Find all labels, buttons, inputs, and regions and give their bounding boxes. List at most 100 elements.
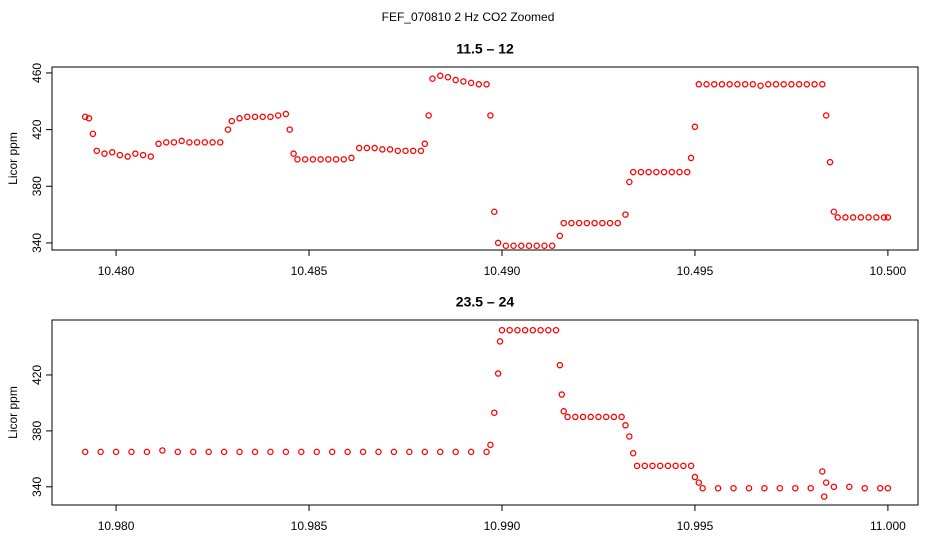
- point: [162, 139, 170, 146]
- y-axis-label: Licor ppm: [6, 132, 20, 185]
- point: [294, 156, 301, 163]
- point: [81, 113, 89, 121]
- point: [170, 139, 178, 146]
- point: [703, 81, 710, 88]
- plot-frame: [51, 66, 919, 251]
- point: [467, 79, 475, 87]
- y-tick-label: 380: [30, 421, 44, 441]
- point: [309, 156, 317, 163]
- point: [502, 242, 510, 250]
- point: [556, 361, 564, 369]
- point: [332, 156, 340, 163]
- point: [819, 81, 826, 88]
- point: [575, 219, 583, 227]
- point: [444, 73, 452, 81]
- point: [409, 147, 417, 155]
- point: [822, 479, 830, 486]
- point: [826, 158, 834, 166]
- point: [112, 448, 120, 456]
- point: [757, 82, 764, 89]
- point: [328, 448, 336, 456]
- point: [178, 137, 185, 145]
- point: [379, 146, 386, 153]
- point: [649, 462, 656, 470]
- point: [290, 150, 297, 157]
- point: [591, 219, 598, 227]
- point: [842, 214, 849, 221]
- point: [664, 462, 672, 470]
- point: [85, 115, 93, 122]
- point: [820, 493, 828, 500]
- point: [494, 370, 502, 377]
- point: [660, 168, 668, 176]
- point: [209, 139, 216, 146]
- point: [460, 78, 467, 85]
- point: [626, 178, 633, 186]
- point: [545, 326, 552, 334]
- point: [606, 219, 614, 227]
- point: [108, 149, 116, 156]
- point: [386, 146, 394, 153]
- point: [560, 219, 567, 227]
- point: [568, 219, 575, 227]
- point: [691, 123, 699, 131]
- point: [101, 150, 108, 157]
- point: [496, 338, 504, 345]
- point: [487, 112, 494, 119]
- point: [772, 81, 780, 88]
- point: [189, 448, 197, 456]
- point: [599, 219, 606, 227]
- point: [363, 144, 371, 152]
- point: [680, 462, 687, 470]
- point: [518, 242, 525, 250]
- point: [765, 81, 772, 88]
- x-tick-label: 10.980: [98, 519, 135, 533]
- point: [340, 156, 348, 163]
- point: [390, 448, 398, 456]
- x-tick-label: 11.000: [870, 519, 906, 533]
- y-tick-label: 340: [30, 233, 44, 253]
- point: [780, 81, 787, 88]
- point: [745, 484, 753, 492]
- panel-title: 11.5 – 12: [456, 41, 514, 57]
- point: [873, 214, 880, 221]
- point: [587, 413, 594, 421]
- point: [491, 409, 498, 416]
- point: [672, 462, 679, 470]
- point: [884, 484, 892, 492]
- point: [174, 448, 182, 456]
- point: [217, 139, 224, 146]
- point: [259, 113, 266, 121]
- point: [811, 81, 818, 88]
- point: [406, 448, 413, 456]
- point: [236, 115, 243, 122]
- point: [541, 242, 548, 250]
- point: [687, 154, 695, 162]
- point: [676, 168, 683, 176]
- point: [583, 219, 591, 227]
- point: [143, 448, 151, 456]
- point: [656, 462, 664, 470]
- point: [695, 479, 703, 486]
- point: [89, 130, 97, 138]
- point: [695, 81, 703, 88]
- x-tick-label: 10.485: [291, 264, 328, 278]
- point: [491, 208, 498, 216]
- point: [529, 326, 537, 334]
- point: [788, 81, 795, 88]
- point: [626, 433, 633, 440]
- point: [819, 468, 826, 475]
- x-tick-label: 10.490: [484, 264, 521, 278]
- point: [749, 81, 757, 88]
- point: [224, 126, 232, 133]
- panel-title: 23.5 – 24: [456, 294, 515, 310]
- point: [251, 448, 259, 456]
- point: [402, 147, 409, 155]
- x-tick-label: 10.990: [484, 519, 521, 533]
- point: [251, 113, 259, 121]
- point: [602, 413, 610, 421]
- point: [313, 448, 320, 456]
- point: [622, 211, 629, 218]
